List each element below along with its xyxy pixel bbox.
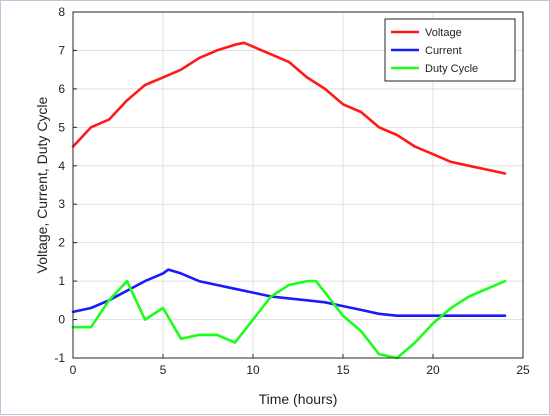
x-tick-label: 15 [336, 363, 350, 377]
series-layer [71, 41, 507, 360]
y-tick-label: 0 [58, 313, 65, 327]
x-axis-label: Time (hours) [259, 391, 338, 407]
x-tick-label: 5 [160, 363, 167, 377]
y-axis-label: Voltage, Current, Duty Cycle [34, 96, 50, 273]
y-tick-label: 6 [58, 82, 65, 96]
series-line-duty-cycle [71, 279, 507, 360]
legend-label: Voltage [425, 27, 462, 39]
y-tick-label: 7 [58, 43, 65, 57]
x-tick-label: 0 [70, 363, 77, 377]
y-tick-label: 1 [58, 274, 65, 288]
legend: Voltage Current Duty Cycle [384, 18, 516, 82]
series-line-current [71, 268, 507, 318]
x-tick-label: 20 [426, 363, 440, 377]
legend-label: Duty Cycle [425, 63, 478, 75]
y-tick-label: 3 [58, 197, 65, 211]
y-tick-label: 8 [58, 5, 65, 19]
x-tick-label: 25 [516, 363, 530, 377]
y-tick-label: -1 [54, 351, 65, 365]
series-line-voltage [71, 41, 507, 175]
x-tick-label: 10 [246, 363, 260, 377]
legend-label: Current [425, 45, 462, 57]
tick-labels: 0 5 10 15 20 25 -1 0 1 2 3 4 5 6 7 8 [54, 5, 530, 377]
plot-border [72, 11, 524, 359]
y-tick-label: 5 [58, 120, 65, 134]
y-tick-label: 2 [58, 236, 65, 250]
y-tick-label: 4 [58, 159, 65, 173]
